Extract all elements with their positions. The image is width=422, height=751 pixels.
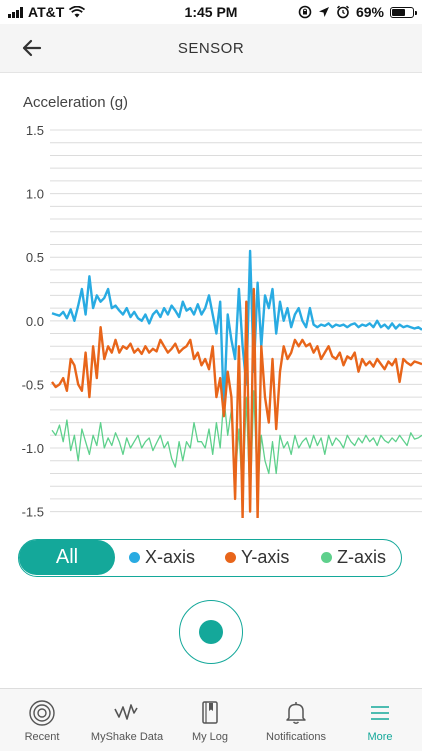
y-tick-label: 0.0 [26, 314, 44, 329]
location-arrow-icon [318, 7, 329, 17]
battery-icon [390, 6, 417, 18]
series-line-x-axis [51, 249, 422, 412]
y-tick-label: 1.0 [26, 187, 44, 202]
tab-myshake-data[interactable]: MyShake Data [86, 689, 168, 751]
page-title: SENSOR [177, 40, 245, 57]
tab-myshake-data-label: MyShake Data [90, 731, 164, 743]
filter-z-axis-label: Z-axis [337, 547, 386, 567]
alarm-icon [336, 5, 349, 19]
tab-notifications[interactable]: Notifications [254, 689, 338, 751]
carrier-label: AT&T [28, 4, 65, 20]
nav-header: SENSOR [0, 24, 422, 73]
tab-more[interactable]: More [352, 689, 408, 751]
tab-bar: Recent MyShake Data My Log Notifications… [0, 688, 422, 751]
axis-filter: All X-axis Y-axis Z-axis [18, 539, 402, 577]
y-tick-label: 0.5 [26, 250, 44, 265]
filter-x-axis-label: X-axis [145, 547, 196, 567]
menu-icon [371, 706, 389, 720]
filter-x-axis-button[interactable]: X-axis [129, 540, 195, 575]
record-dot-icon [199, 620, 223, 644]
record-button[interactable] [179, 600, 243, 664]
x-axis-dot-icon [129, 552, 140, 563]
y-tick-label: -1.0 [22, 441, 44, 456]
series-line-y-axis [51, 287, 422, 518]
y-axis-dot-icon [225, 552, 236, 563]
filter-y-axis-button[interactable]: Y-axis [225, 540, 289, 575]
status-right: 69% [298, 4, 417, 20]
tab-my-log[interactable]: My Log [180, 689, 240, 751]
back-arrow-icon[interactable] [20, 36, 44, 60]
tab-more-label: More [367, 731, 393, 743]
filter-y-axis-label: Y-axis [241, 547, 290, 567]
tab-recent[interactable]: Recent [10, 689, 74, 751]
filter-all-button[interactable]: All [19, 540, 115, 575]
book-icon [202, 701, 218, 724]
wifi-icon [69, 6, 86, 18]
chart-title: Acceleration (g) [23, 94, 129, 111]
tab-my-log-label: My Log [191, 731, 229, 743]
battery-percent: 69% [355, 4, 384, 20]
y-tick-label: 1.5 [26, 123, 44, 138]
y-tick-label: -0.5 [22, 377, 44, 392]
y-tick-label: -1.5 [22, 505, 44, 518]
tab-notifications-label: Notifications [266, 731, 326, 743]
z-axis-dot-icon [321, 552, 332, 563]
signal-icon [8, 6, 23, 18]
status-left: AT&T [8, 4, 86, 20]
filter-z-axis-button[interactable]: Z-axis [321, 540, 386, 575]
rotation-lock-icon [298, 5, 312, 19]
target-icon [29, 700, 55, 726]
acceleration-chart: 1.5 1.0 0.5 0.0 -0.5 -1.0 -1.5 [22, 123, 422, 518]
waveform-icon [114, 704, 138, 720]
tab-recent-label: Recent [24, 731, 60, 743]
bell-icon [286, 702, 306, 724]
status-bar: AT&T 1:45 PM 69% [0, 0, 422, 24]
clock: 1:45 PM [184, 4, 238, 20]
